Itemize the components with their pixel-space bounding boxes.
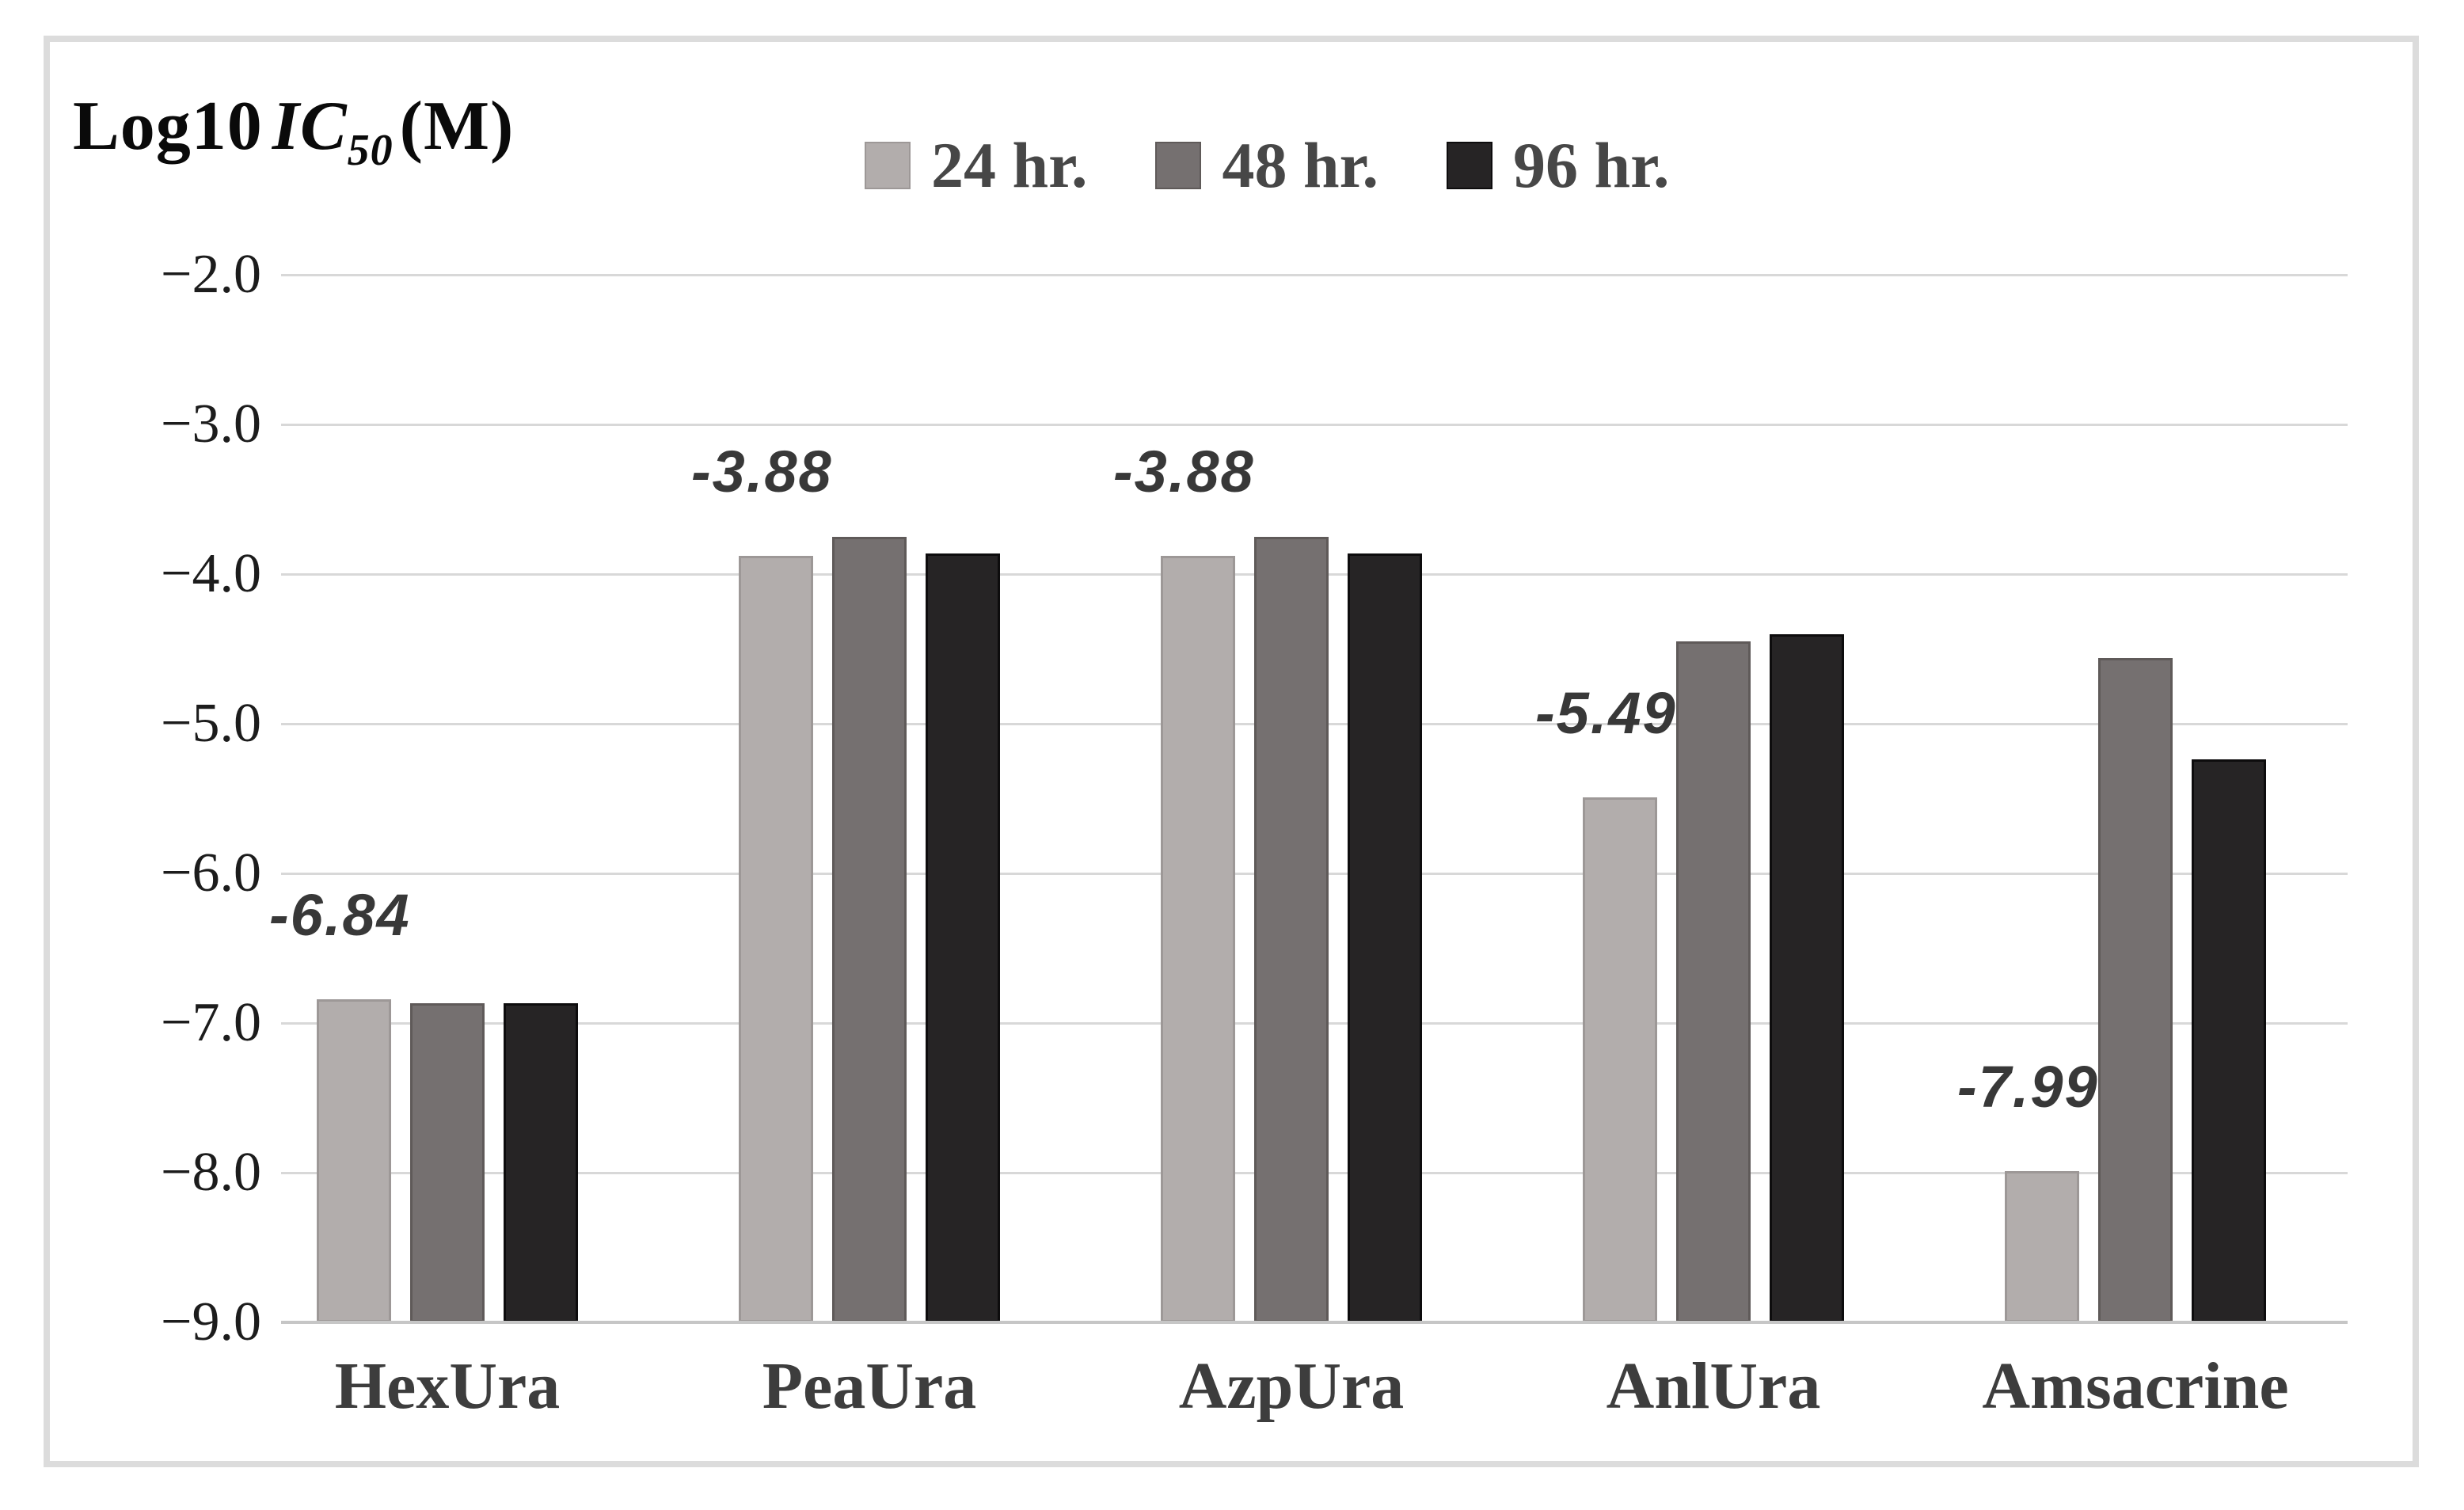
x-axis-label-hexura: HexUra [334,1349,561,1423]
y-tick-label-40: −4.0 [161,543,261,604]
legend-item-48hr: 48 hr. [1155,133,1378,198]
bar-hexura-48hr [410,1003,485,1322]
y-tick-label-90: −9.0 [161,1291,261,1352]
gridline-30 [281,424,2348,426]
y-tick-label-20: −2.0 [161,244,261,305]
legend-swatch-24hr [865,142,911,189]
data-label-azpura: -3.88 [1113,439,1255,505]
bar-anlura-24hr [1583,797,1657,1322]
chart-title-log10: Log10 [73,88,263,165]
legend-swatch-48hr [1155,142,1202,189]
y-tick-label-60: −6.0 [161,842,261,903]
x-axis-label-peaura: PeaUra [762,1349,977,1423]
bar-amsacrine-96hr [2192,759,2266,1322]
bar-hexura-96hr [504,1003,578,1322]
legend-swatch-96hr [1446,142,1492,189]
data-label-anlura: -5.49 [1535,679,1677,746]
legend-label-48hr: 48 hr. [1222,129,1378,201]
bar-peaura-24hr [739,556,813,1322]
data-label-amsacrine: -7.99 [1957,1054,2099,1120]
chart-title-ic: IC [272,88,348,165]
x-axis-label-anlura: AnlUra [1606,1349,1821,1423]
bar-azpura-96hr [1348,553,1422,1322]
bar-peaura-48hr [832,536,907,1322]
y-tick-label-30: −3.0 [161,394,261,455]
bar-azpura-24hr [1161,556,1235,1322]
data-label-hexura: -6.84 [269,881,411,948]
x-axis-line [281,1321,2348,1324]
data-label-peaura: -3.88 [691,439,833,505]
bar-azpura-48hr [1254,536,1329,1322]
y-tick-label-50: −5.0 [161,693,261,754]
chart-title-subscript: 50 [347,126,394,175]
y-tick-label-70: −7.0 [161,992,261,1053]
chart-title-unit: (M) [399,88,515,165]
legend: 24 hr. 48 hr. 96 hr. [865,133,1737,198]
bar-anlura-96hr [1770,633,1844,1322]
legend-item-24hr: 24 hr. [865,133,1087,198]
x-axis-label-azpura: AzpUra [1178,1349,1405,1423]
bar-hexura-24hr [317,998,391,1322]
x-axis-label-amsacrine: Amsacrine [1982,1349,2289,1423]
legend-item-96hr: 96 hr. [1446,129,1670,201]
chart-title: Log10 IC50(M) [73,88,515,176]
bar-anlura-48hr [1676,641,1751,1322]
y-tick-label-80: −8.0 [161,1142,261,1203]
legend-label-96hr: 96 hr. [1512,129,1670,201]
bar-amsacrine-48hr [2098,657,2173,1322]
bar-peaura-96hr [926,553,1000,1322]
legend-label-24hr: 24 hr. [931,129,1088,201]
bar-amsacrine-24hr [2005,1171,2079,1322]
gridline-20 [281,274,2348,276]
